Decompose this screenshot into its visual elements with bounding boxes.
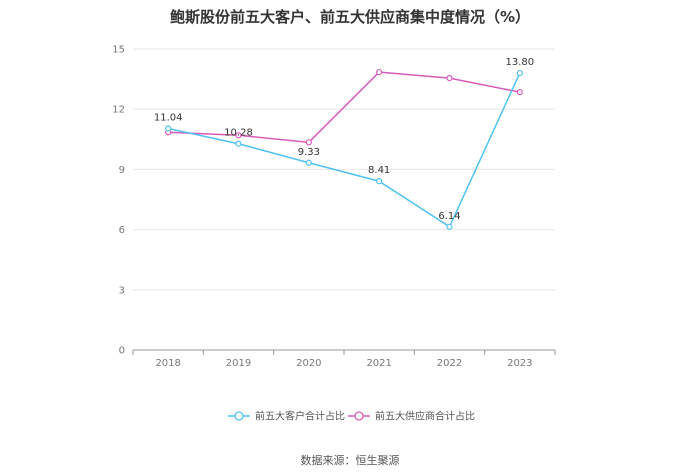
data-point [516,69,523,77]
legend-marker [354,411,364,421]
series-line [168,71,520,144]
data-label: 10.28 [224,128,253,139]
data-point [305,139,312,146]
data-label: 11.04 [154,112,183,123]
x-tick-label: 2020 [296,358,321,369]
data-point [165,125,172,132]
series-line [168,72,521,228]
data-label: 13.80 [506,57,535,68]
x-tick-label: 2021 [366,358,391,369]
y-tick-label: 0 [119,346,125,357]
data-point [446,223,453,230]
data-point [376,178,383,185]
y-tick-label: 9 [119,165,125,176]
y-tick-label: 12 [112,105,125,116]
chart-title: 鲍斯股份前五大客户、前五大供应商集中度情况（%） [169,8,531,26]
legend-marker [234,411,244,421]
y-tick-label: 3 [119,285,125,296]
data-point [305,159,312,166]
data-point [446,74,453,82]
data-point [516,89,523,96]
y-tick-label: 15 [112,45,125,56]
data-point [235,132,242,139]
data-source: 数据来源：恒生聚源 [300,454,400,467]
x-tick-label: 2023 [507,358,532,369]
legend-label: 前五大供应商合计占比 [375,410,475,423]
legend-label: 前五大客户合计占比 [255,410,345,423]
x-tick-label: 2022 [437,358,462,369]
data-label: 8.41 [368,165,390,176]
data-label: 6.14 [438,211,460,222]
x-tick-label: 2019 [226,358,251,369]
data-label: 9.33 [298,147,320,158]
data-point [235,140,242,147]
y-tick-label: 6 [119,225,125,236]
x-tick-label: 2018 [155,358,180,369]
data-point [376,68,383,76]
